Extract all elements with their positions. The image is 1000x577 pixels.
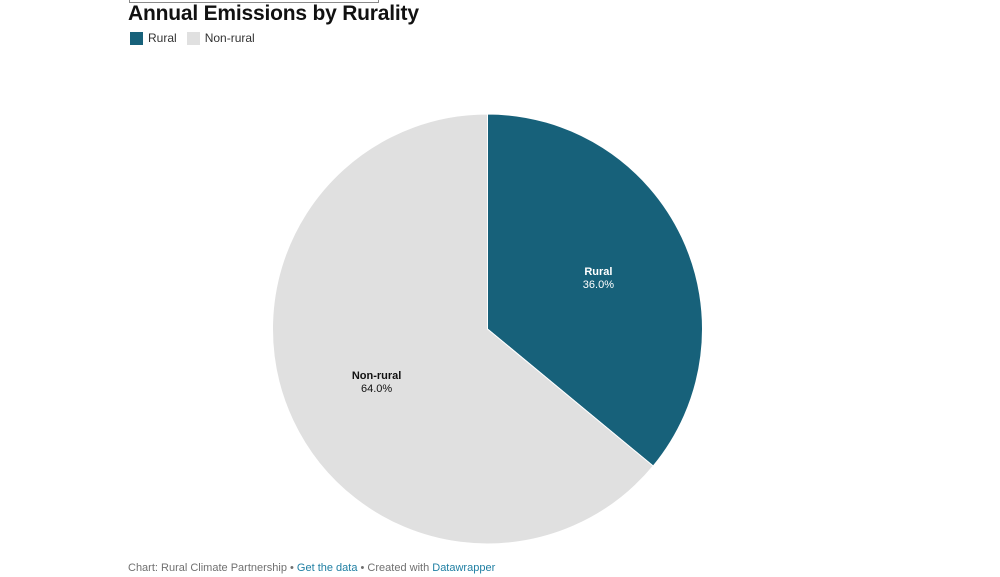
slice-value-non-rural: 64.0% [361, 383, 392, 395]
legend-label-rural: Rural [148, 31, 177, 45]
legend-label-non-rural: Non-rural [204, 31, 255, 45]
pie-slice-non-rural [272, 113, 654, 545]
slice-label-rural: Rural [584, 266, 612, 278]
get-the-data-link[interactable]: Get the data [296, 562, 358, 574]
footer-separator: • [286, 562, 297, 574]
legend-swatch-rural [130, 31, 143, 45]
chart-title: Annual Emissions by Rurality [128, 2, 419, 25]
top-border [129, 0, 379, 3]
slice-value-rural: 36.0% [583, 279, 614, 291]
legend-item-rural: Rural [130, 31, 177, 45]
footer-source: Chart: Rural Climate Partnership [128, 562, 287, 574]
slice-label-non-rural: Non-rural [352, 370, 402, 382]
datawrapper-link[interactable]: Datawrapper [432, 562, 496, 574]
footer: Chart: Rural Climate Partnership • Get t… [128, 562, 495, 574]
legend: Rural Non-rural [130, 31, 265, 45]
pie-slice-rural [487, 113, 703, 467]
footer-created-with: • Created with [357, 562, 433, 574]
legend-item-non-rural: Non-rural [186, 31, 255, 45]
legend-swatch-non-rural [186, 31, 200, 45]
